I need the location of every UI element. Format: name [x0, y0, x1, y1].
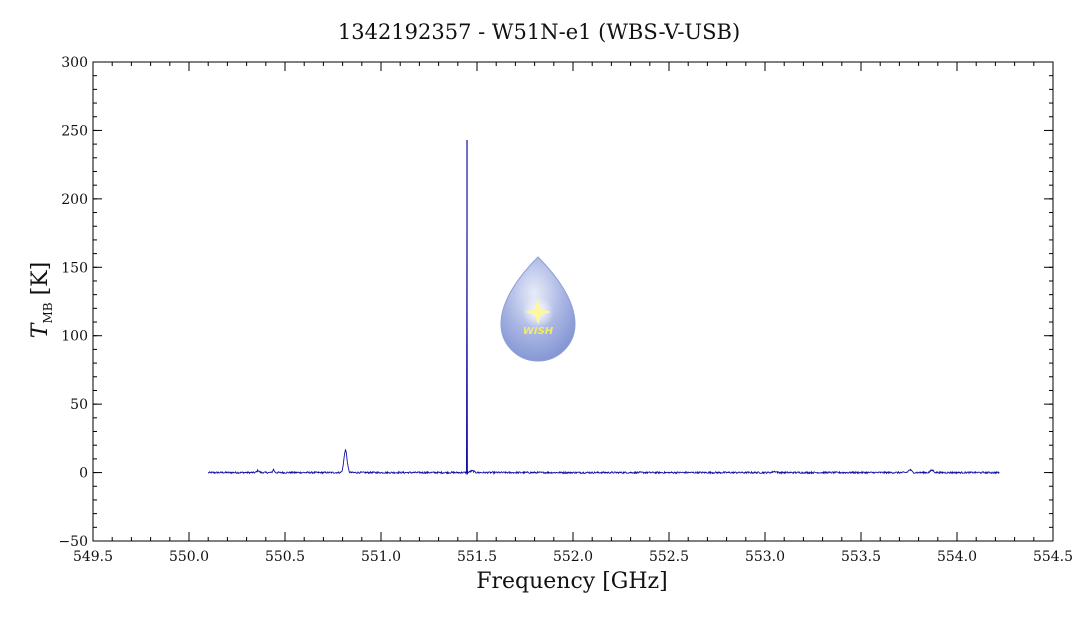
- y-tick-label: 50: [70, 397, 88, 413]
- x-axis-ticks: [92, 62, 1054, 541]
- x-tick-label: 550.0: [169, 549, 209, 565]
- y-axis-ticks: [93, 61, 1053, 542]
- plot-frame: [92, 61, 1054, 542]
- y-tick-label: 100: [61, 329, 88, 345]
- series-layer: [207, 140, 1000, 475]
- y-tick-label: −50: [58, 534, 88, 550]
- x-tick-label: 549.5: [73, 549, 113, 565]
- x-axis-tick-labels: 549.5 550.0 550.5 551.0 551.5 552.0 552.5 553.0…: [73, 549, 1073, 565]
- logo-text: WISH: [523, 326, 554, 337]
- y-tick-label: 300: [61, 55, 88, 71]
- spectrum-series-line: [207, 237, 1000, 475]
- x-tick-label: 554.5: [1033, 549, 1073, 565]
- x-tick-label: 552.5: [649, 549, 689, 565]
- star-icon: [525, 299, 551, 325]
- x-tick-label: 553.0: [745, 549, 785, 565]
- y-axis-title-sub: MB: [41, 302, 55, 323]
- y-axis-title: TMB [K]: [28, 262, 55, 338]
- x-tick-label: 551.0: [361, 549, 401, 565]
- y-tick-label: 250: [61, 123, 88, 139]
- x-tick-label: 551.5: [457, 549, 497, 565]
- y-tick-label: 200: [61, 192, 88, 208]
- x-axis-title: Frequency [GHz]: [476, 569, 668, 594]
- wish-logo: WISH: [500, 256, 576, 362]
- chart-title: 1342192357 - W51N-e1 (WBS-V-USB): [338, 20, 740, 44]
- y-axis-title-main: T: [28, 321, 53, 338]
- x-tick-label: 550.5: [265, 549, 305, 565]
- x-tick-label: 552.0: [553, 549, 593, 565]
- x-tick-label: 553.5: [841, 549, 881, 565]
- y-axis-tick-labels: 300 250 200 150 100 50 0 −50: [58, 55, 88, 550]
- y-tick-label: 150: [61, 260, 88, 276]
- y-axis-title-unit: [K]: [28, 262, 53, 303]
- y-tick-label: 0: [79, 466, 88, 482]
- x-tick-label: 554.0: [937, 549, 977, 565]
